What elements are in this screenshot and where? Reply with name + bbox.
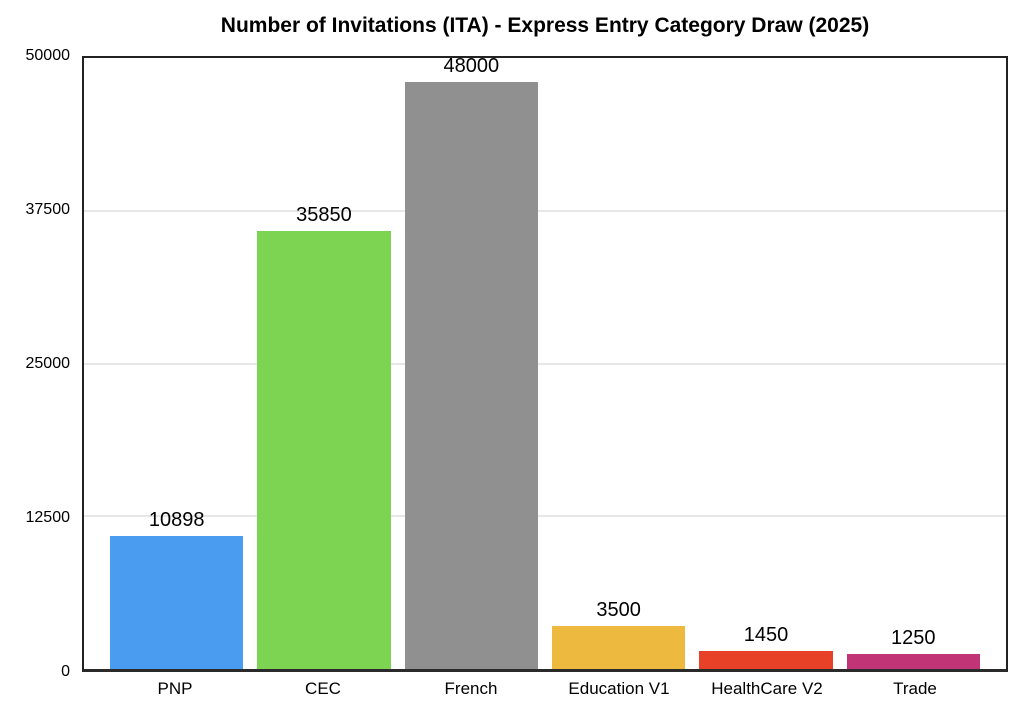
gridline-37500 — [84, 209, 1006, 212]
bar-healthcare-v2: 1450 — [699, 624, 833, 669]
bar-value-label-healthcare-v2: 1450 — [743, 624, 789, 647]
x-tick-label-education-v1: Education V1 — [568, 679, 670, 698]
gridline-25000 — [84, 362, 1006, 365]
x-axis: PNP CEC French Education V1 HealthCare V2 Tra… — [82, 676, 1008, 702]
bar-cec: 35850 — [257, 204, 391, 669]
y-tick-label-37500: 37500 — [25, 201, 71, 218]
bar-trade: 1250 — [846, 627, 980, 669]
y-axis: 0 12500 25000 37500 50000 — [0, 47, 71, 680]
gridline-12500 — [84, 515, 1006, 518]
y-tick-label-0: 0 — [61, 663, 70, 680]
bar-value-label-education-v1: 3500 — [596, 599, 641, 622]
x-tick-label-pnp: PNP — [157, 679, 193, 698]
bar-value-label-french: 48000 — [443, 55, 500, 78]
bar-education-v1: 3500 — [551, 599, 686, 669]
bar-value-label-pnp: 10898 — [148, 508, 205, 531]
bar-pnp: 10898 — [110, 509, 244, 669]
y-tick-label-50000: 50000 — [25, 47, 71, 64]
x-tick-label-cec: CEC — [305, 679, 341, 698]
y-tick-label-12500: 12500 — [25, 509, 71, 526]
x-tick-label-healthcare-v2: HealthCare V2 — [711, 679, 823, 698]
bar-french: 48000 — [404, 55, 538, 669]
chart-title: Number of Invitations (ITA) - Express En… — [220, 14, 870, 37]
bar-value-label-cec: 35850 — [296, 203, 352, 226]
y-tick-label-25000: 25000 — [25, 355, 71, 372]
x-tick-label-trade: Trade — [893, 679, 937, 698]
plot-area: 10898 35850 48000 3500 1450 1250 — [82, 55, 1008, 672]
bar-series: 10898 35850 48000 3500 1450 1250 — [84, 55, 1006, 669]
x-tick-label-french: French — [444, 679, 498, 698]
bar-value-label-trade: 1250 — [891, 626, 936, 649]
